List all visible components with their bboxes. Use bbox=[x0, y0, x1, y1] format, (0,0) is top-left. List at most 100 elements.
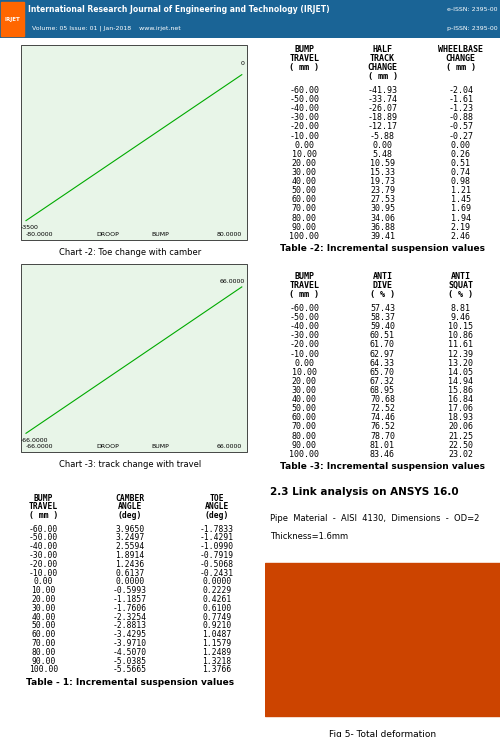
Text: 18.93: 18.93 bbox=[448, 413, 473, 422]
Text: ANTI: ANTI bbox=[372, 272, 392, 282]
Text: 3.2497: 3.2497 bbox=[116, 534, 144, 542]
Text: 60.00: 60.00 bbox=[31, 630, 56, 639]
Text: 90.00: 90.00 bbox=[292, 223, 316, 231]
Text: 0: 0 bbox=[240, 61, 244, 66]
Text: -40.00: -40.00 bbox=[289, 104, 319, 113]
Text: 11.61: 11.61 bbox=[448, 340, 473, 349]
Text: 80.00: 80.00 bbox=[292, 432, 316, 441]
Text: 21.25: 21.25 bbox=[448, 432, 473, 441]
Text: ANGLE: ANGLE bbox=[204, 502, 229, 511]
Text: (deg): (deg) bbox=[118, 511, 142, 520]
Text: 0.0000: 0.0000 bbox=[116, 577, 144, 587]
Text: ( mm ): ( mm ) bbox=[368, 71, 398, 80]
Text: 60.00: 60.00 bbox=[292, 413, 316, 422]
Text: (deg): (deg) bbox=[204, 511, 229, 520]
Text: -10.00: -10.00 bbox=[289, 132, 319, 141]
Text: TRAVEL: TRAVEL bbox=[289, 281, 319, 290]
Text: -1.1857: -1.1857 bbox=[113, 595, 147, 604]
Text: 59.40: 59.40 bbox=[370, 322, 395, 331]
Text: 83.46: 83.46 bbox=[370, 450, 395, 458]
Text: ( mm ): ( mm ) bbox=[289, 290, 319, 298]
Text: 0.9210: 0.9210 bbox=[202, 621, 232, 630]
Text: 40.00: 40.00 bbox=[31, 612, 56, 621]
Text: -60.00: -60.00 bbox=[289, 86, 319, 95]
Text: 20.00: 20.00 bbox=[292, 377, 316, 386]
Text: 15.86: 15.86 bbox=[448, 386, 473, 395]
Text: 70.00: 70.00 bbox=[292, 422, 316, 431]
Text: -50.00: -50.00 bbox=[28, 534, 58, 542]
Text: 40.00: 40.00 bbox=[292, 177, 316, 186]
Text: 68.95: 68.95 bbox=[370, 386, 395, 395]
Text: -50.00: -50.00 bbox=[289, 95, 319, 104]
Text: 30.00: 30.00 bbox=[292, 168, 316, 177]
Text: 3.9650: 3.9650 bbox=[116, 525, 144, 534]
Text: 9.46: 9.46 bbox=[451, 313, 471, 322]
Text: Table - 1: Incremental suspension values: Table - 1: Incremental suspension values bbox=[26, 678, 234, 687]
Text: 1.94: 1.94 bbox=[451, 214, 471, 223]
Text: -3.9710: -3.9710 bbox=[113, 639, 147, 648]
Text: DROOP: DROOP bbox=[96, 444, 120, 449]
Text: ANGLE: ANGLE bbox=[118, 502, 142, 511]
Text: HALF: HALF bbox=[372, 46, 392, 55]
Text: -0.88: -0.88 bbox=[448, 113, 473, 122]
Text: -40.00: -40.00 bbox=[28, 542, 58, 551]
Text: 58.37: 58.37 bbox=[370, 313, 395, 322]
Text: -1.7606: -1.7606 bbox=[113, 604, 147, 612]
Text: 39.41: 39.41 bbox=[370, 231, 395, 241]
Text: 10.86: 10.86 bbox=[448, 332, 473, 340]
Text: 30.95: 30.95 bbox=[370, 204, 395, 214]
Text: 14.94: 14.94 bbox=[448, 377, 473, 386]
Text: Table -3: Incremental suspension values: Table -3: Incremental suspension values bbox=[280, 462, 485, 472]
Text: -0.5068: -0.5068 bbox=[200, 560, 234, 569]
Text: TRAVEL: TRAVEL bbox=[28, 502, 58, 511]
Text: -20.00: -20.00 bbox=[289, 122, 319, 131]
Text: ( mm ): ( mm ) bbox=[446, 63, 476, 72]
Text: -1.4291: -1.4291 bbox=[200, 534, 234, 542]
Text: 2.46: 2.46 bbox=[451, 231, 471, 241]
Text: ANTI: ANTI bbox=[451, 272, 471, 282]
Text: 0.7749: 0.7749 bbox=[202, 612, 232, 621]
Text: BUMP: BUMP bbox=[294, 46, 314, 55]
Text: Chart -2: Toe change with camber: Chart -2: Toe change with camber bbox=[59, 248, 201, 257]
Text: 1.3766: 1.3766 bbox=[202, 666, 232, 674]
Text: 80.0000: 80.0000 bbox=[216, 231, 242, 237]
Text: -3500: -3500 bbox=[21, 226, 38, 231]
Text: 2.3 Link analysis on ANSYS 16.0: 2.3 Link analysis on ANSYS 16.0 bbox=[270, 486, 458, 497]
Text: 66.0000: 66.0000 bbox=[219, 279, 244, 284]
Text: 34.06: 34.06 bbox=[370, 214, 395, 223]
Text: 50.00: 50.00 bbox=[292, 186, 316, 195]
Text: 1.21: 1.21 bbox=[451, 186, 471, 195]
Text: 13.20: 13.20 bbox=[448, 359, 473, 368]
Text: TRAVEL: TRAVEL bbox=[289, 55, 319, 63]
Bar bbox=[21, 46, 247, 240]
Text: CHANGE: CHANGE bbox=[446, 55, 476, 63]
Text: ( % ): ( % ) bbox=[448, 290, 473, 298]
Text: -5.0385: -5.0385 bbox=[113, 657, 147, 666]
Text: Thickness=1.6mm: Thickness=1.6mm bbox=[270, 532, 348, 541]
Text: 100.00: 100.00 bbox=[28, 666, 58, 674]
Text: 5.48: 5.48 bbox=[372, 150, 392, 158]
Text: -26.07: -26.07 bbox=[368, 104, 398, 113]
Text: 0.00: 0.00 bbox=[294, 359, 314, 368]
Text: CHANGE: CHANGE bbox=[368, 63, 398, 72]
Text: -1.7833: -1.7833 bbox=[200, 525, 234, 534]
Text: -1.23: -1.23 bbox=[448, 104, 473, 113]
Text: 0.26: 0.26 bbox=[451, 150, 471, 158]
Text: -5.5665: -5.5665 bbox=[113, 666, 147, 674]
Text: 10.00: 10.00 bbox=[292, 150, 316, 158]
Text: -18.89: -18.89 bbox=[368, 113, 398, 122]
Text: WHEELBASE: WHEELBASE bbox=[438, 46, 484, 55]
Text: -30.00: -30.00 bbox=[289, 113, 319, 122]
Text: 70.00: 70.00 bbox=[31, 639, 56, 648]
Text: 30.00: 30.00 bbox=[292, 386, 316, 395]
Text: 10.00: 10.00 bbox=[292, 368, 316, 377]
Text: SQUAT: SQUAT bbox=[448, 281, 473, 290]
Text: 8.81: 8.81 bbox=[451, 304, 471, 313]
Text: 80.00: 80.00 bbox=[31, 648, 56, 657]
Text: 40.00: 40.00 bbox=[292, 395, 316, 404]
Text: 12.39: 12.39 bbox=[448, 349, 473, 359]
Text: -41.93: -41.93 bbox=[368, 86, 398, 95]
Text: 20.00: 20.00 bbox=[292, 159, 316, 168]
Text: -60.00: -60.00 bbox=[289, 304, 319, 313]
Text: 61.70: 61.70 bbox=[370, 340, 395, 349]
